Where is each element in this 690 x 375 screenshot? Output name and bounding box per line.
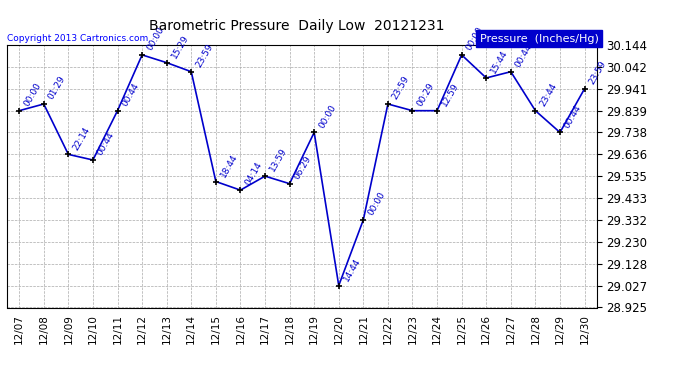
Text: Copyright 2013 Cartronics.com: Copyright 2013 Cartronics.com (7, 34, 148, 43)
Text: 00:44: 00:44 (96, 130, 117, 157)
Text: 00:00: 00:00 (366, 190, 387, 217)
Text: 23:59: 23:59 (194, 42, 215, 69)
Text: 00:00: 00:00 (464, 25, 485, 52)
Text: 22:14: 22:14 (71, 125, 92, 152)
Text: Barometric Pressure  Daily Low  20121231: Barometric Pressure Daily Low 20121231 (149, 19, 444, 33)
Text: 14:44: 14:44 (342, 256, 362, 283)
Text: 13:59: 13:59 (268, 147, 288, 173)
Text: 00:00: 00:00 (22, 81, 43, 108)
Text: 00:44: 00:44 (513, 42, 534, 69)
Text: 23:59: 23:59 (587, 59, 608, 86)
Text: 15:44: 15:44 (489, 48, 510, 75)
Text: 12:59: 12:59 (440, 81, 460, 108)
Text: 06:29: 06:29 (293, 154, 313, 181)
Text: 01:29: 01:29 (46, 74, 67, 101)
Text: 23:44: 23:44 (538, 81, 559, 108)
Text: Pressure  (Inches/Hg): Pressure (Inches/Hg) (480, 34, 598, 44)
Text: 00:00: 00:00 (145, 25, 166, 52)
Text: 00:29: 00:29 (415, 81, 436, 108)
Text: 00:44: 00:44 (563, 103, 583, 130)
Text: 23:59: 23:59 (391, 74, 411, 101)
Text: 15:29: 15:29 (170, 33, 190, 60)
Text: 00:44: 00:44 (120, 81, 141, 108)
Text: 18:44: 18:44 (219, 152, 239, 179)
Text: 00:00: 00:00 (317, 103, 337, 130)
Text: 04:14: 04:14 (243, 160, 264, 188)
